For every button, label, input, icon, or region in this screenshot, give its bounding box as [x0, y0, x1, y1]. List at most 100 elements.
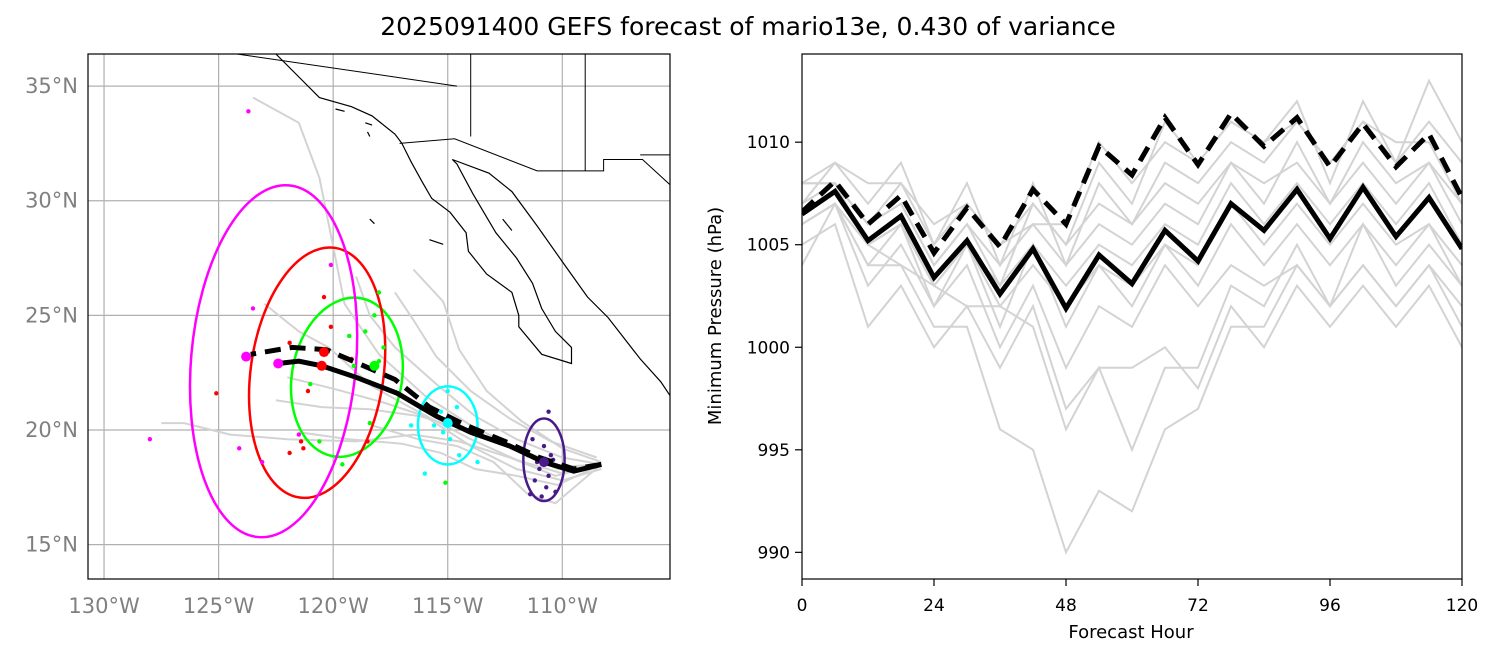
- member-position-dot: [147, 436, 153, 442]
- map-frame: [87, 53, 671, 580]
- member-position-dot: [298, 439, 304, 444]
- lon-tick-label: 110°W: [527, 594, 599, 618]
- member-position-dot: [301, 446, 306, 451]
- uncertainty-ellipses: [188, 183, 566, 539]
- y-tick-label: 995: [758, 441, 790, 461]
- member-track: [161, 422, 602, 477]
- coastline: [335, 108, 345, 112]
- member-position-dot: [443, 480, 448, 485]
- member-position-dot: [287, 450, 292, 456]
- member-position-dot: [365, 439, 370, 444]
- lat-tick-label: 35°N: [25, 74, 78, 98]
- pressure-chart-panel: 0 24 48 72 96 120 990 995 1000 1005 1010 Forecast …: [705, 53, 1478, 643]
- member-track: [412, 268, 602, 464]
- lat-tick-label: 15°N: [25, 533, 78, 557]
- lat-tick-label: 20°N: [25, 418, 78, 442]
- map-background: [88, 54, 670, 579]
- member-position-dot: [528, 491, 533, 497]
- uncertainty-ellipse: [522, 417, 566, 503]
- member-position-dot: [347, 333, 352, 339]
- map-gridlines: [88, 54, 670, 579]
- member-position-dot: [546, 409, 551, 414]
- lon-tick-label: 130°W: [68, 594, 140, 618]
- pressure-ticks: 0 24 48 72 96 120 990 995 1000 1005 1010: [747, 133, 1478, 616]
- coastline: [369, 218, 375, 225]
- x-tick-label: 120: [1446, 596, 1478, 616]
- lon-tick-label: 125°W: [183, 594, 255, 618]
- member-pressure-line: [802, 222, 1462, 411]
- coastline: [502, 218, 513, 231]
- member-position-dot: [537, 466, 542, 472]
- mean-position-marker: [241, 351, 252, 362]
- lat-tick-label: 30°N: [25, 189, 78, 213]
- member-position-dot: [422, 471, 428, 476]
- member-position-dot: [530, 436, 535, 442]
- member-position-dot: [321, 294, 327, 300]
- mean-position-marker: [316, 360, 327, 371]
- coastline: [429, 239, 444, 245]
- y-tick-label: 990: [758, 543, 790, 563]
- member-position-dot: [539, 494, 544, 499]
- uncertainty-ellipse: [188, 183, 359, 539]
- member-track: [371, 424, 602, 505]
- member-position-dot: [546, 473, 551, 479]
- political-border: [399, 138, 670, 186]
- member-position-dot: [367, 420, 373, 426]
- member-position-dot: [351, 363, 356, 368]
- uncertainty-ellipse: [289, 296, 405, 459]
- y-tick-label: 1005: [747, 236, 790, 256]
- member-pressure-line: [802, 181, 1462, 330]
- lat-tick-label: 25°N: [25, 303, 78, 327]
- ensemble-mean-track: [277, 358, 602, 474]
- member-position-dot: [259, 459, 265, 465]
- track-map-panel: 130°W 125°W 120°W 115°W 110°W 15°N 20°N 25°N 30°…: [25, 53, 671, 618]
- mean-position-marker: [273, 358, 284, 369]
- member-position-dot: [408, 423, 414, 428]
- x-tick-label: 96: [1319, 596, 1341, 616]
- member-position-dot: [363, 329, 368, 334]
- member-position-dot: [237, 446, 242, 451]
- map-tick-labels: 130°W 125°W 120°W 115°W 110°W 15°N 20°N 25°N 30°…: [25, 74, 598, 618]
- dashed-pressure-line: [802, 109, 1462, 258]
- member-pressure-line: [802, 160, 1462, 247]
- member-position-dot: [454, 404, 460, 410]
- member-position-dot: [475, 459, 480, 465]
- member-position-dot: [317, 439, 322, 444]
- member-position-dot: [445, 388, 450, 394]
- member-position-dot: [308, 381, 313, 387]
- coastline: [366, 131, 371, 137]
- member-position-dot: [246, 109, 251, 114]
- member-position-dot: [544, 485, 549, 490]
- mean-position-marker: [319, 347, 330, 358]
- member-position-dot: [372, 313, 377, 318]
- y-tick-label: 1010: [747, 133, 790, 153]
- member-position-dot: [376, 290, 382, 295]
- map-coastlines: [236, 54, 670, 459]
- member-position-dot: [553, 489, 558, 495]
- mean-pressure-line: [802, 182, 1462, 314]
- member-position-dot: [456, 453, 462, 458]
- political-border: [236, 54, 457, 87]
- member-position-dot: [381, 345, 386, 350]
- lon-tick-label: 115°W: [412, 594, 484, 618]
- member-position-dot: [447, 436, 453, 442]
- coastline: [365, 122, 373, 126]
- uncertainty-ellipse: [247, 246, 387, 500]
- x-tick-label: 48: [1055, 596, 1077, 616]
- member-position-dot: [431, 423, 437, 428]
- x-tick-label: 0: [797, 596, 808, 616]
- member-position-dot: [340, 462, 345, 467]
- x-tick-label: 24: [923, 596, 945, 616]
- member-position-dot: [532, 478, 538, 483]
- member-position-dot: [305, 388, 311, 394]
- mean-position-marker: [442, 418, 453, 429]
- member-position-dot: [328, 324, 334, 330]
- mean-position-marker: [538, 457, 549, 468]
- member-position-dot: [548, 453, 554, 458]
- member-pressure-line: [802, 201, 1462, 555]
- member-position-dot: [438, 409, 444, 414]
- member-pressure-line: [802, 181, 1462, 288]
- member-track: [287, 376, 602, 482]
- figure-title: 2025091400 GEFS forecast of mario13e, 0.…: [380, 12, 1116, 41]
